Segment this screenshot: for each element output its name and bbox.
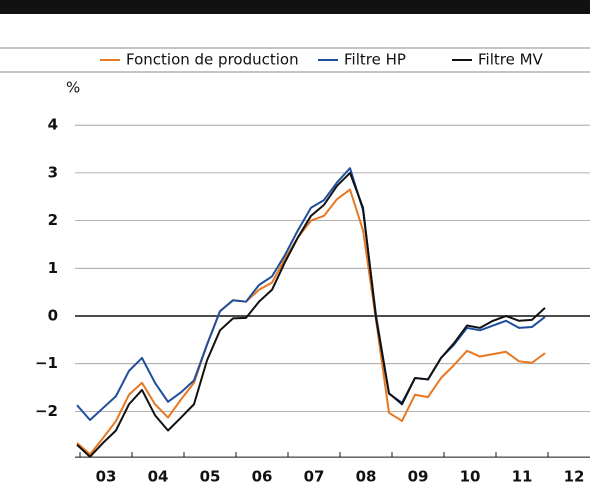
x-tick-label: 07 bbox=[304, 468, 325, 486]
x-tick-label: 05 bbox=[200, 468, 221, 486]
x-tick-label: 12 bbox=[564, 468, 585, 486]
top-bar bbox=[0, 0, 590, 14]
series-line bbox=[76, 188, 546, 456]
legend-label: Fonction de production bbox=[126, 51, 299, 69]
y-tick-label: 4 bbox=[48, 116, 58, 134]
x-tick-label: 06 bbox=[252, 468, 273, 486]
y-tick-label: −2 bbox=[35, 402, 58, 420]
y-tick-label: 0 bbox=[48, 307, 58, 325]
x-tick-label: 03 bbox=[96, 468, 117, 486]
y-axis-label: % bbox=[66, 79, 80, 97]
y-tick-label: 2 bbox=[48, 211, 58, 229]
y-tick-label: −1 bbox=[35, 354, 58, 372]
series-line bbox=[76, 171, 546, 458]
series-line bbox=[76, 167, 546, 421]
y-tick-label: 3 bbox=[48, 163, 58, 181]
y-tick-label: 1 bbox=[48, 259, 58, 277]
legend-label: Filtre HP bbox=[344, 51, 406, 69]
x-tick-label: 04 bbox=[148, 468, 169, 486]
x-tick-label: 11 bbox=[512, 468, 533, 486]
x-tick-label: 08 bbox=[356, 468, 377, 486]
legend-label: Filtre MV bbox=[478, 51, 544, 69]
x-tick-label: 10 bbox=[460, 468, 481, 486]
x-tick-label: 09 bbox=[408, 468, 429, 486]
